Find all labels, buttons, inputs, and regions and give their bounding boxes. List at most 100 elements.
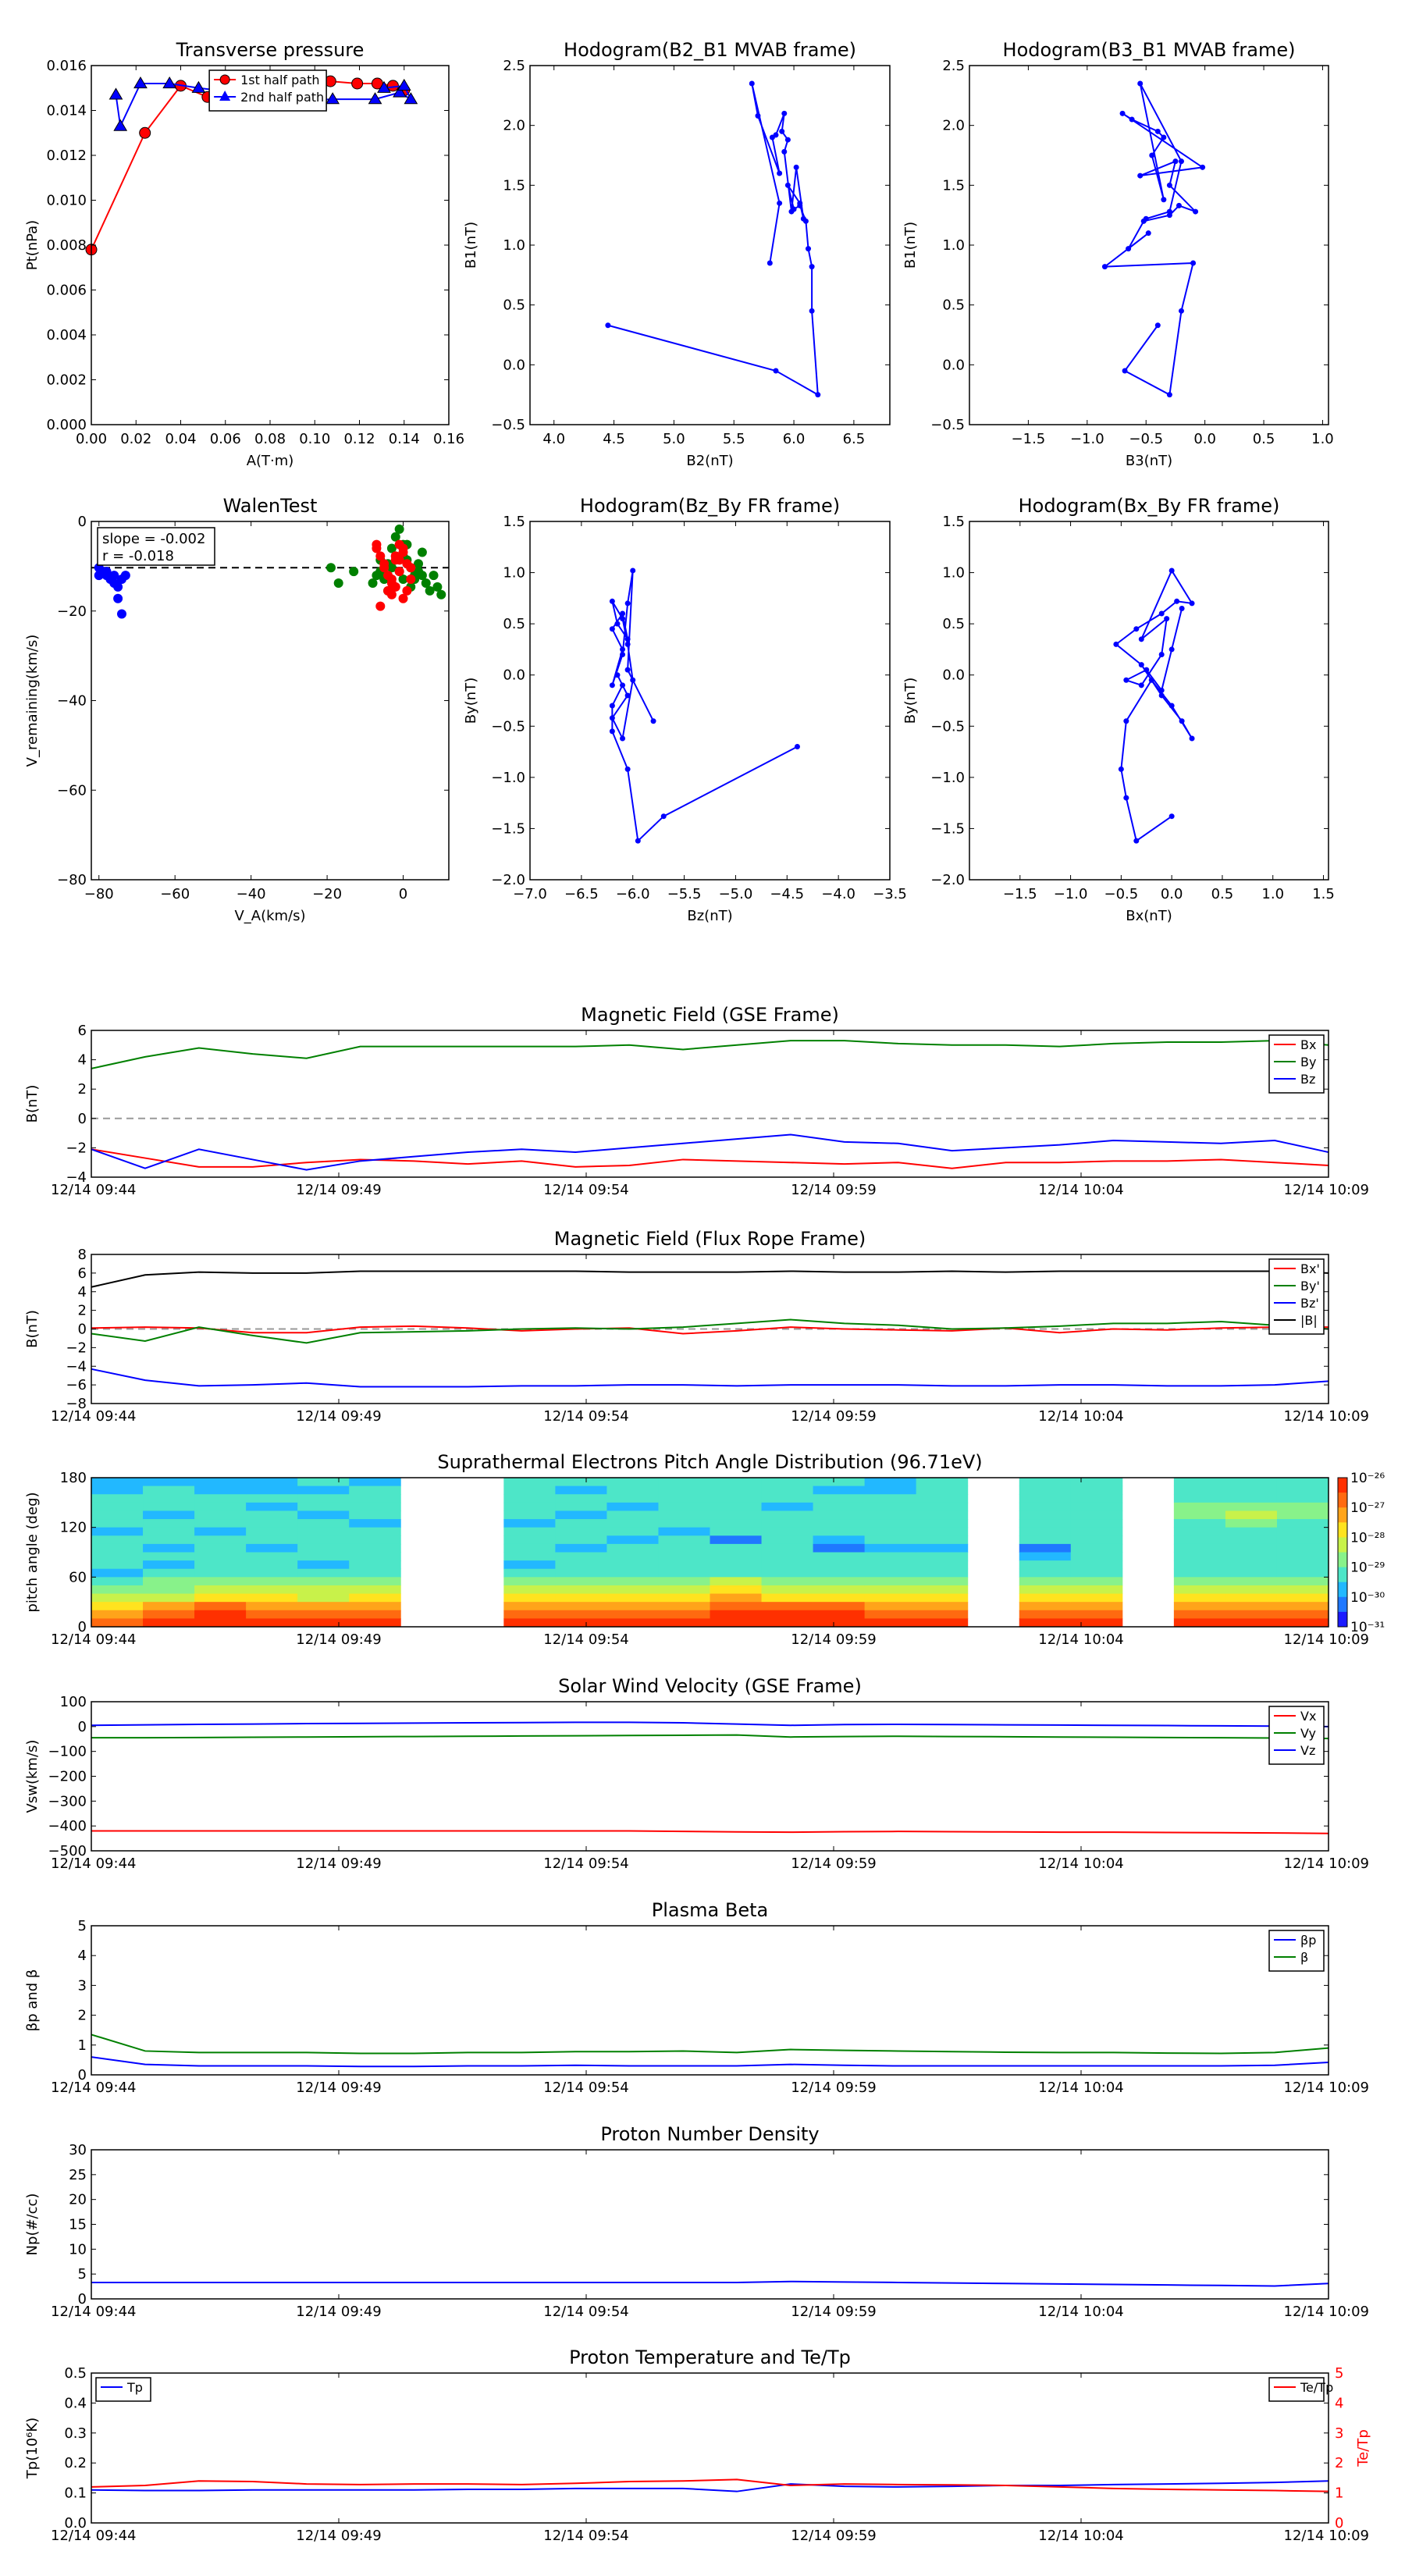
legend-box bbox=[1268, 1930, 1325, 1972]
colorbar-tick-label: 10⁻³¹ bbox=[1350, 1620, 1385, 1635]
data-point bbox=[1161, 134, 1167, 141]
chart-h2: Hodogram(B3_B1 MVAB frame) −0.5 0.0 0.5 1.0 1… bbox=[902, 39, 1334, 469]
heatmap-cell bbox=[503, 1577, 556, 1586]
data-point bbox=[379, 559, 389, 569]
heatmap-cell bbox=[91, 1527, 144, 1536]
chart-fr: Magnetic Field (Flux Rope Frame) −8 −6 −4 −2… bbox=[24, 1228, 1369, 1425]
data-point bbox=[394, 555, 404, 565]
heatmap-cell bbox=[1173, 1610, 1226, 1619]
heatmap-cell bbox=[1225, 1502, 1278, 1511]
heatmap-cell bbox=[606, 1485, 659, 1495]
colorbar-segment bbox=[1338, 1478, 1347, 1493]
y-axis-label: By(nT) bbox=[902, 678, 919, 724]
x-axis-label: Bx(nT) bbox=[1126, 908, 1172, 924]
heatmap-cell bbox=[1070, 1494, 1123, 1503]
x-tick-label: 12/14 10:04 bbox=[1038, 1856, 1123, 1872]
colorbar-tick-label: 10⁻²⁶ bbox=[1350, 1471, 1385, 1486]
heatmap-cell bbox=[503, 1552, 556, 1561]
series-line-0 bbox=[1102, 83, 1205, 397]
heatmap-cell bbox=[91, 1494, 144, 1503]
heatmap-cell bbox=[143, 1543, 195, 1553]
y-tick-label: 1.5 bbox=[503, 177, 525, 194]
heatmap-cell bbox=[297, 1519, 350, 1528]
heatmap-cell bbox=[1070, 1543, 1123, 1553]
heatmap-cell bbox=[194, 1502, 247, 1511]
series-line-Te/Tp bbox=[91, 2478, 1329, 2492]
data-point bbox=[620, 682, 626, 688]
y2-tick-label: 5 bbox=[1335, 2365, 1343, 2382]
heatmap-cell bbox=[246, 1577, 298, 1586]
y-axis-label: B1(nT) bbox=[902, 222, 919, 269]
heatmap-cell bbox=[916, 1543, 969, 1553]
x-tick-label: 12/14 10:09 bbox=[1284, 1631, 1369, 1648]
heatmap-cell bbox=[658, 1543, 710, 1553]
legend-box bbox=[1268, 2377, 1325, 2402]
heatmap-cell bbox=[246, 1585, 298, 1595]
heatmap-cell bbox=[864, 1543, 917, 1553]
y2-tick-label: 4 bbox=[1335, 2395, 1343, 2411]
y-tick-label: 0.0 bbox=[64, 2515, 87, 2532]
legend-label: |B| bbox=[1300, 1313, 1318, 1328]
data-point bbox=[794, 744, 800, 750]
x-tick-label: −40 bbox=[237, 886, 266, 902]
data-point bbox=[432, 582, 443, 592]
heatmap-cell bbox=[246, 1610, 298, 1619]
x-tick-label: 0.06 bbox=[210, 431, 241, 447]
heatmap-cell bbox=[1225, 1527, 1278, 1536]
heatmap-cell bbox=[1019, 1519, 1072, 1528]
y-tick-label: −20 bbox=[57, 603, 87, 620]
data-point bbox=[1123, 718, 1129, 724]
heatmap-cell bbox=[606, 1618, 659, 1628]
x-tick-label: −1.5 bbox=[1003, 886, 1037, 902]
heatmap-cell bbox=[194, 1494, 247, 1503]
heatmap-cell bbox=[864, 1560, 917, 1570]
heatmap-cell bbox=[864, 1552, 917, 1561]
y-tick-label: 20 bbox=[69, 2192, 87, 2208]
heatmap-cell bbox=[1070, 1610, 1123, 1619]
heatmap-cell bbox=[349, 1560, 401, 1570]
series-line-Vy bbox=[91, 1734, 1329, 1740]
data-point bbox=[1179, 605, 1185, 611]
data-point bbox=[1123, 677, 1129, 683]
data-point bbox=[386, 575, 397, 585]
y-tick-label: 1.0 bbox=[503, 237, 525, 254]
colorbar-segment bbox=[1338, 1611, 1347, 1628]
data-point bbox=[1133, 838, 1140, 844]
data-point bbox=[109, 578, 119, 588]
heatmap-cell bbox=[606, 1568, 659, 1578]
x-tick-label: 12/14 10:04 bbox=[1038, 2080, 1123, 2096]
colorbar-segment bbox=[1338, 1567, 1347, 1583]
data-point bbox=[414, 559, 424, 569]
y-tick-label: −1.0 bbox=[491, 770, 525, 786]
y-axis-label: Pt(nPa) bbox=[24, 220, 41, 270]
x-axis-label: B3(nT) bbox=[1126, 453, 1172, 469]
heatmap-cell bbox=[91, 1560, 144, 1570]
heatmap-cell bbox=[1070, 1527, 1123, 1536]
heatmap-cell bbox=[194, 1560, 247, 1570]
y-tick-label: 0.0 bbox=[503, 357, 525, 373]
x-tick-label: 12/14 09:59 bbox=[791, 2080, 876, 2096]
y-tick-label: 15 bbox=[69, 2217, 87, 2233]
heatmap-cell bbox=[813, 1478, 866, 1487]
x-tick-label: 12/14 10:09 bbox=[1284, 1182, 1369, 1198]
heatmap-cell bbox=[194, 1527, 247, 1536]
heatmap-cell bbox=[658, 1593, 710, 1603]
heatmap-cell bbox=[503, 1478, 556, 1487]
heatmap-cell bbox=[1276, 1485, 1329, 1495]
heatmap-cell bbox=[1173, 1527, 1226, 1536]
colorbar-tick-label: 10⁻²⁸ bbox=[1350, 1530, 1385, 1546]
heatmap-cell bbox=[503, 1618, 556, 1628]
heatmap-cell bbox=[503, 1485, 556, 1495]
data-point bbox=[620, 651, 626, 657]
heatmap-cell bbox=[349, 1543, 401, 1553]
data-point bbox=[793, 164, 799, 170]
y-tick-label: −80 bbox=[57, 872, 87, 888]
heatmap-cell bbox=[761, 1485, 814, 1495]
y-tick-label: −100 bbox=[48, 1744, 87, 1760]
heatmap-cell bbox=[658, 1535, 710, 1545]
heatmap-cell bbox=[194, 1610, 247, 1619]
heatmap-cell bbox=[1276, 1560, 1329, 1570]
heatmap-cell bbox=[1173, 1577, 1226, 1586]
y-tick-label: 1.5 bbox=[942, 177, 965, 194]
